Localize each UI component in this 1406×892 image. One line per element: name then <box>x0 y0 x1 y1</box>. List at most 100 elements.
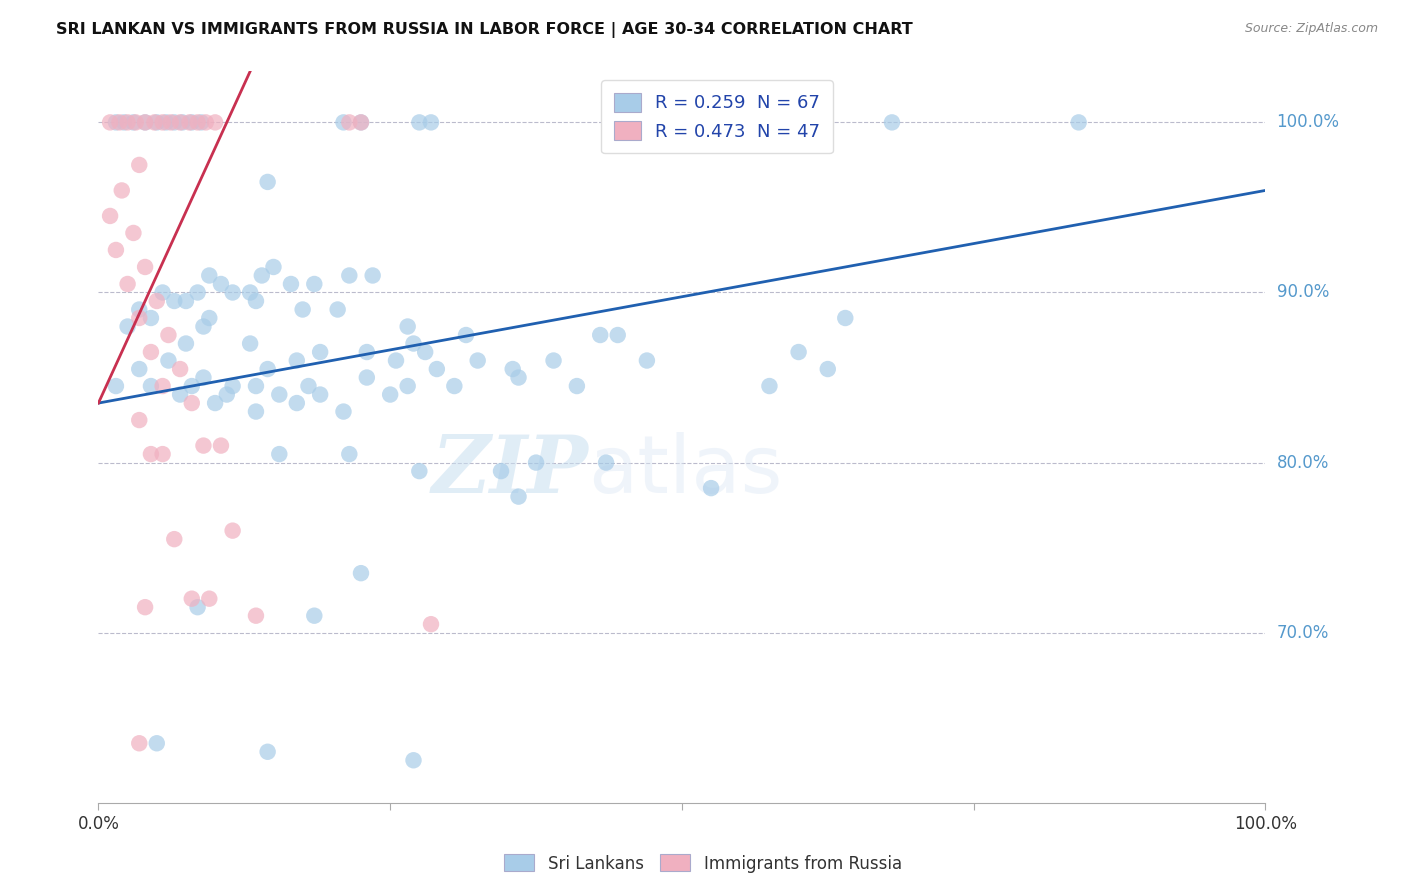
Point <box>1067 115 1090 129</box>
Point <box>309 345 332 359</box>
Point <box>134 115 156 129</box>
Point <box>139 447 162 461</box>
Point <box>787 345 810 359</box>
Point <box>256 745 278 759</box>
Point <box>128 311 150 326</box>
Point <box>128 736 150 750</box>
Point <box>817 362 839 376</box>
Point <box>128 158 150 172</box>
Point <box>326 302 349 317</box>
Point <box>163 293 186 308</box>
Point <box>98 115 121 129</box>
Point <box>111 183 134 197</box>
Point <box>152 115 174 129</box>
Point <box>157 328 180 343</box>
Point <box>337 268 360 283</box>
Point <box>163 115 186 129</box>
Point <box>152 447 174 461</box>
Point <box>139 311 162 326</box>
Point <box>269 387 291 401</box>
Legend: R = 0.259  N = 67, R = 0.473  N = 47: R = 0.259 N = 67, R = 0.473 N = 47 <box>600 80 832 153</box>
Point <box>595 456 617 470</box>
Point <box>636 353 658 368</box>
Point <box>104 115 127 129</box>
Point <box>880 115 903 129</box>
Point <box>332 404 354 418</box>
Point <box>285 396 308 410</box>
Point <box>112 115 135 129</box>
Text: ZIP: ZIP <box>432 433 589 510</box>
Point <box>193 439 215 453</box>
Point <box>408 115 430 129</box>
Point <box>98 209 121 223</box>
Point <box>174 336 197 351</box>
Point <box>174 293 197 308</box>
Point <box>152 285 174 300</box>
Point <box>245 608 267 623</box>
Point <box>589 328 612 343</box>
Point <box>187 115 209 129</box>
Point <box>134 115 156 129</box>
Point <box>524 456 547 470</box>
Point <box>157 353 180 368</box>
Point <box>152 379 174 393</box>
Point <box>122 226 145 240</box>
Point <box>128 362 150 376</box>
Point <box>104 243 127 257</box>
Point <box>489 464 512 478</box>
Text: 100.0%: 100.0% <box>1277 113 1340 131</box>
Point <box>187 285 209 300</box>
Point <box>163 532 186 546</box>
Point <box>337 115 360 129</box>
Point <box>134 600 156 615</box>
Point <box>117 277 139 291</box>
Point <box>454 328 477 343</box>
Legend: Sri Lankans, Immigrants from Russia: Sri Lankans, Immigrants from Russia <box>498 847 908 880</box>
Point <box>204 115 226 129</box>
Point <box>606 328 628 343</box>
Text: atlas: atlas <box>589 432 783 510</box>
Point <box>262 260 284 274</box>
Point <box>198 311 221 326</box>
Point <box>304 608 326 623</box>
Point <box>180 379 202 393</box>
Point <box>187 600 209 615</box>
Point <box>280 277 302 291</box>
Point <box>413 345 436 359</box>
Point <box>239 285 262 300</box>
Point <box>194 115 217 129</box>
Point <box>146 115 169 129</box>
Point <box>128 413 150 427</box>
Point <box>215 387 238 401</box>
Point <box>193 370 215 384</box>
Point <box>221 285 243 300</box>
Point <box>146 736 169 750</box>
Point <box>169 387 191 401</box>
Point <box>117 319 139 334</box>
Point <box>291 302 314 317</box>
Point <box>304 277 326 291</box>
Point <box>143 115 166 129</box>
Point <box>332 115 354 129</box>
Point <box>139 379 162 393</box>
Point <box>245 404 267 418</box>
Point <box>134 260 156 274</box>
Point <box>420 617 443 632</box>
Point <box>256 175 278 189</box>
Point <box>402 336 425 351</box>
Point <box>139 345 162 359</box>
Point <box>180 396 202 410</box>
Point <box>169 115 191 129</box>
Point <box>245 293 267 308</box>
Text: 90.0%: 90.0% <box>1277 284 1329 301</box>
Point <box>502 362 524 376</box>
Point <box>108 115 131 129</box>
Point <box>420 115 443 129</box>
Point <box>543 353 565 368</box>
Point <box>209 277 232 291</box>
Text: 70.0%: 70.0% <box>1277 624 1329 641</box>
Point <box>467 353 489 368</box>
Point <box>408 464 430 478</box>
Point <box>402 753 425 767</box>
Point <box>350 566 373 581</box>
